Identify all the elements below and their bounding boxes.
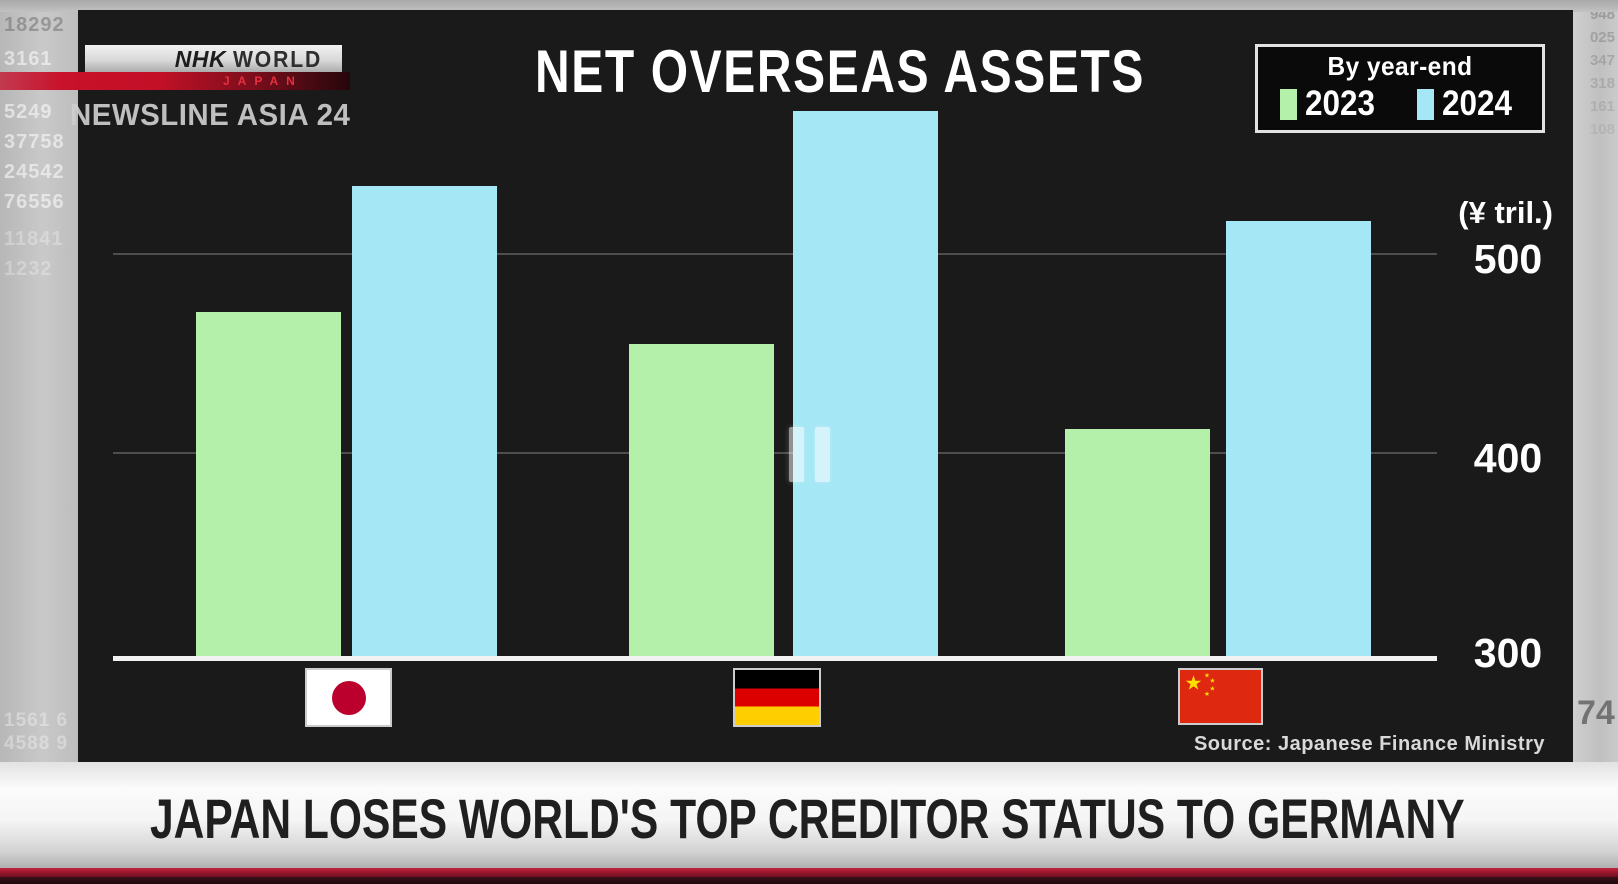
pause-bar-left [789, 427, 804, 482]
y-tick-500: 500 [1473, 236, 1543, 282]
source-credit: Source: Japanese Finance Ministry [1193, 733, 1545, 755]
germany-flag-icon [733, 668, 821, 727]
bar-china-2023 [1065, 429, 1210, 658]
y-axis-unit-label: (¥ tril.) [1458, 195, 1553, 230]
program-title: NEWSLINE ASIA 24 [70, 97, 351, 132]
background-ticker-right: 948 025 347 318 161 108 [1573, 0, 1618, 884]
y-tick-300: 300 [1473, 630, 1543, 676]
nhk-logo: NHK WORLD [85, 45, 342, 73]
background-ticker-left: 18292 3161 5249 37758 24542 76556 11841 1232 156… [0, 0, 78, 884]
legend-item-2023: 2023 [1280, 84, 1383, 124]
legend-title: By year-end [1327, 51, 1473, 81]
bar-japan-2024 [352, 186, 497, 658]
china-flag-icon [1178, 668, 1263, 725]
gridline-500 [113, 253, 1437, 255]
pause-icon[interactable] [789, 427, 830, 482]
bar-japan-2023 [196, 312, 341, 658]
background-top-band [0, 0, 1618, 12]
nhk-logo-text: NHK [174, 45, 227, 72]
bar-china-2024 [1226, 221, 1371, 658]
background-number: 74 [1577, 694, 1615, 732]
legend-label-2023: 2023 [1305, 84, 1376, 123]
gridline-400 [113, 452, 1437, 454]
bar-germany-2024 [793, 111, 938, 658]
legend-row: 2023 2024 [1258, 84, 1542, 124]
nhk-japan-text: JAPAN [223, 74, 303, 88]
headline-banner: JAPAN LOSES WORLD'S TOP CREDITOR STATUS … [0, 762, 1618, 868]
bar-germany-2023 [629, 344, 774, 658]
banner-bottom-strip [0, 877, 1618, 884]
chart-legend: By year-end 2023 2024 [1255, 44, 1545, 133]
banner-red-line [0, 868, 1618, 877]
japan-flag-icon [305, 668, 392, 727]
legend-label-2024: 2024 [1442, 84, 1513, 123]
pause-bar-right [815, 427, 830, 482]
headline-text: JAPAN LOSES WORLD'S TOP CREDITOR STATUS … [150, 787, 1465, 850]
nhk-red-stripe [0, 72, 350, 90]
chart-panel: NHK WORLD NET OVERSEAS ASSETS By year-en… [78, 10, 1573, 762]
legend-swatch-2024 [1417, 88, 1434, 120]
nhk-world-text: WORLD [233, 45, 323, 72]
x-axis-baseline [113, 656, 1437, 661]
y-tick-400: 400 [1473, 435, 1543, 481]
legend-swatch-2023 [1280, 88, 1298, 120]
legend-item-2024: 2024 [1417, 84, 1520, 124]
chart-title: NET OVERSEAS ASSETS [534, 38, 1145, 105]
